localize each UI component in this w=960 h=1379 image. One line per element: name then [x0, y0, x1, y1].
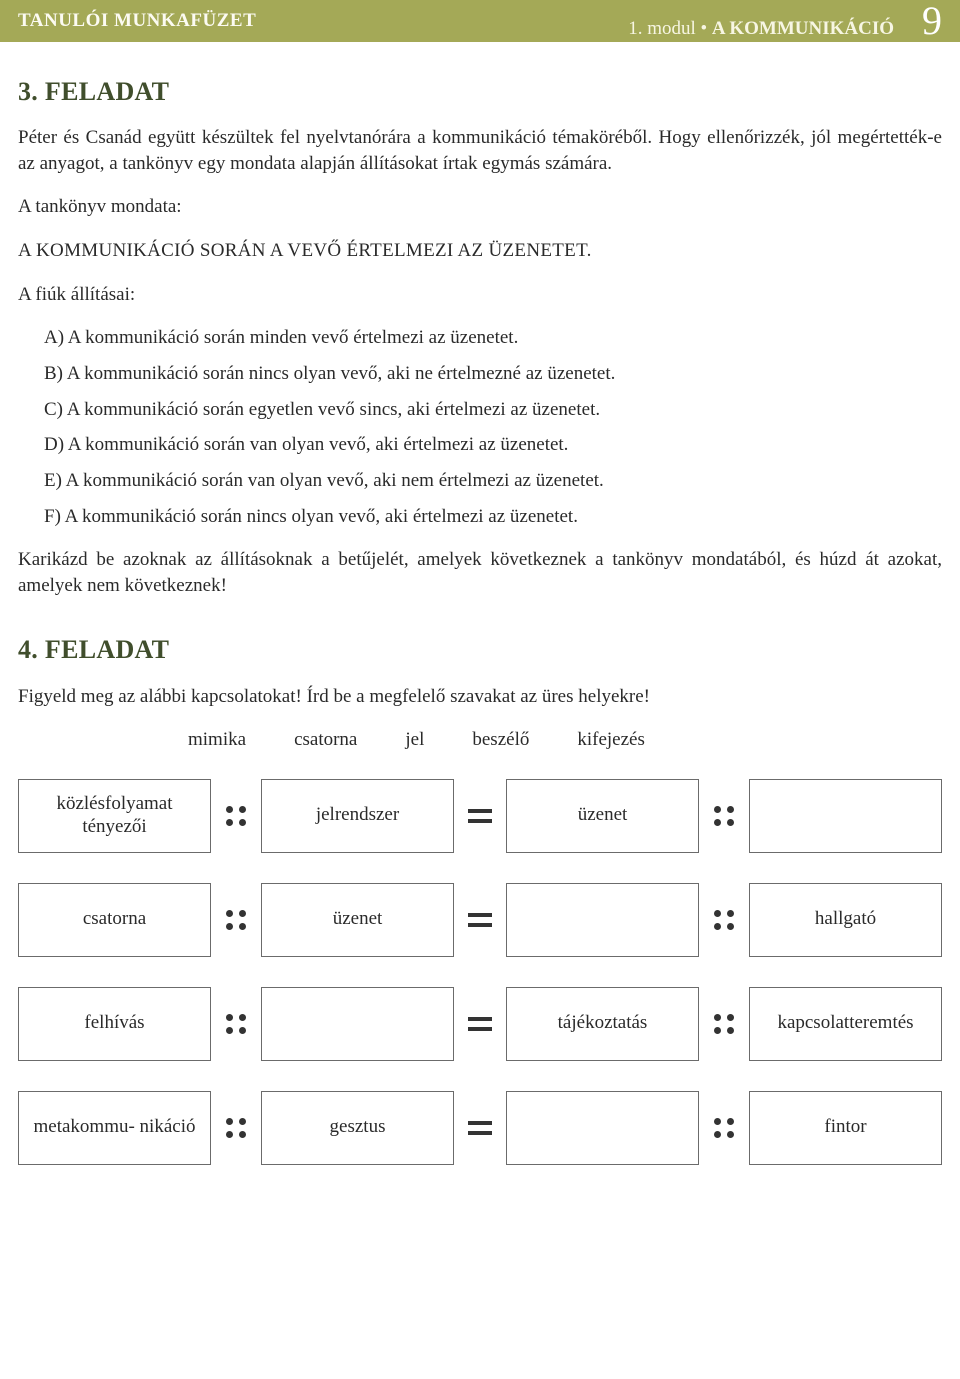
proportion-icon: [713, 806, 735, 826]
equals-icon: [468, 1017, 492, 1031]
page-number: 9: [922, 0, 942, 48]
task4-p1: Figyeld meg az alábbi kapcsolatokat! Írd…: [18, 684, 942, 710]
box: csatorna: [18, 883, 211, 957]
box: kapcsolatteremtés: [749, 987, 942, 1061]
statement-list: A) A kommunikáció során minden vevő érte…: [44, 325, 942, 529]
module-topic: A KOMMUNIKÁCIÓ: [712, 18, 894, 39]
task4-heading: 4. FELADAT: [18, 632, 942, 667]
box-blank[interactable]: [261, 987, 454, 1061]
box: üzenet: [261, 883, 454, 957]
box: gesztus: [261, 1091, 454, 1165]
equals-icon: [468, 809, 492, 823]
task3-instruction: Karikázd be azoknak az állításoknak a be…: [18, 547, 942, 598]
statement-f: F) A kommunikáció során nincs olyan vevő…: [44, 504, 942, 530]
box: fintor: [749, 1091, 942, 1165]
task3-quote: A KOMMUNIKÁCIÓ SORÁN A VEVŐ ÉRTELMEZI AZ…: [18, 238, 942, 264]
box: hallgató: [749, 883, 942, 957]
module-label: 1. modul • A KOMMUNIKÁCIÓ: [628, 16, 894, 42]
statement-e: E) A kommunikáció során van olyan vevő, …: [44, 468, 942, 494]
content: 3. FELADAT Péter és Csanád együtt készül…: [0, 42, 960, 1165]
task3-heading: 3. FELADAT: [18, 74, 942, 109]
page-header: TANULÓI MUNKAFÜZET 1. modul • A KOMMUNIK…: [0, 0, 960, 42]
analogy-row: felhívás tájékoztatás kapcsolatteremtés: [18, 987, 942, 1061]
header-title: TANULÓI MUNKAFÜZET: [18, 8, 256, 34]
statement-c: C) A kommunikáció során egyetlen vevő si…: [44, 397, 942, 423]
wordbank-item: mimika: [188, 727, 246, 753]
analogy-row: metakommu- nikáció gesztus fintor: [18, 1091, 942, 1165]
box-blank[interactable]: [506, 883, 699, 957]
proportion-icon: [713, 1014, 735, 1034]
statement-b: B) A kommunikáció során nincs olyan vevő…: [44, 361, 942, 387]
bullet: •: [701, 18, 708, 39]
box: tájékoztatás: [506, 987, 699, 1061]
box: felhívás: [18, 987, 211, 1061]
proportion-icon: [225, 1014, 247, 1034]
box: üzenet: [506, 779, 699, 853]
task3-p2: A tankönyv mondata:: [18, 194, 942, 220]
analogy-row: közlésfolyamat tényezői jelrendszer üzen…: [18, 779, 942, 853]
proportion-icon: [225, 1118, 247, 1138]
task3-p1: Péter és Csanád együtt készültek fel nye…: [18, 125, 942, 176]
analogy-rows: közlésfolyamat tényezői jelrendszer üzen…: [18, 779, 942, 1165]
proportion-icon: [225, 910, 247, 930]
header-right: 1. modul • A KOMMUNIKÁCIÓ 9: [628, 0, 942, 48]
wordbank: mimika csatorna jel beszélő kifejezés: [188, 727, 942, 753]
box-blank[interactable]: [506, 1091, 699, 1165]
analogy-row: csatorna üzenet hallgató: [18, 883, 942, 957]
task3-p4: A fiúk állításai:: [18, 282, 942, 308]
wordbank-item: jel: [405, 727, 424, 753]
equals-icon: [468, 913, 492, 927]
box: metakommu- nikáció: [18, 1091, 211, 1165]
box: közlésfolyamat tényezői: [18, 779, 211, 853]
proportion-icon: [713, 910, 735, 930]
wordbank-item: kifejezés: [577, 727, 645, 753]
statement-a: A) A kommunikáció során minden vevő érte…: [44, 325, 942, 351]
module-prefix: 1. modul: [628, 18, 696, 39]
wordbank-item: beszélő: [472, 727, 529, 753]
statement-d: D) A kommunikáció során van olyan vevő, …: [44, 432, 942, 458]
proportion-icon: [225, 806, 247, 826]
wordbank-item: csatorna: [294, 727, 357, 753]
box: jelrendszer: [261, 779, 454, 853]
equals-icon: [468, 1121, 492, 1135]
proportion-icon: [713, 1118, 735, 1138]
box-blank[interactable]: [749, 779, 942, 853]
